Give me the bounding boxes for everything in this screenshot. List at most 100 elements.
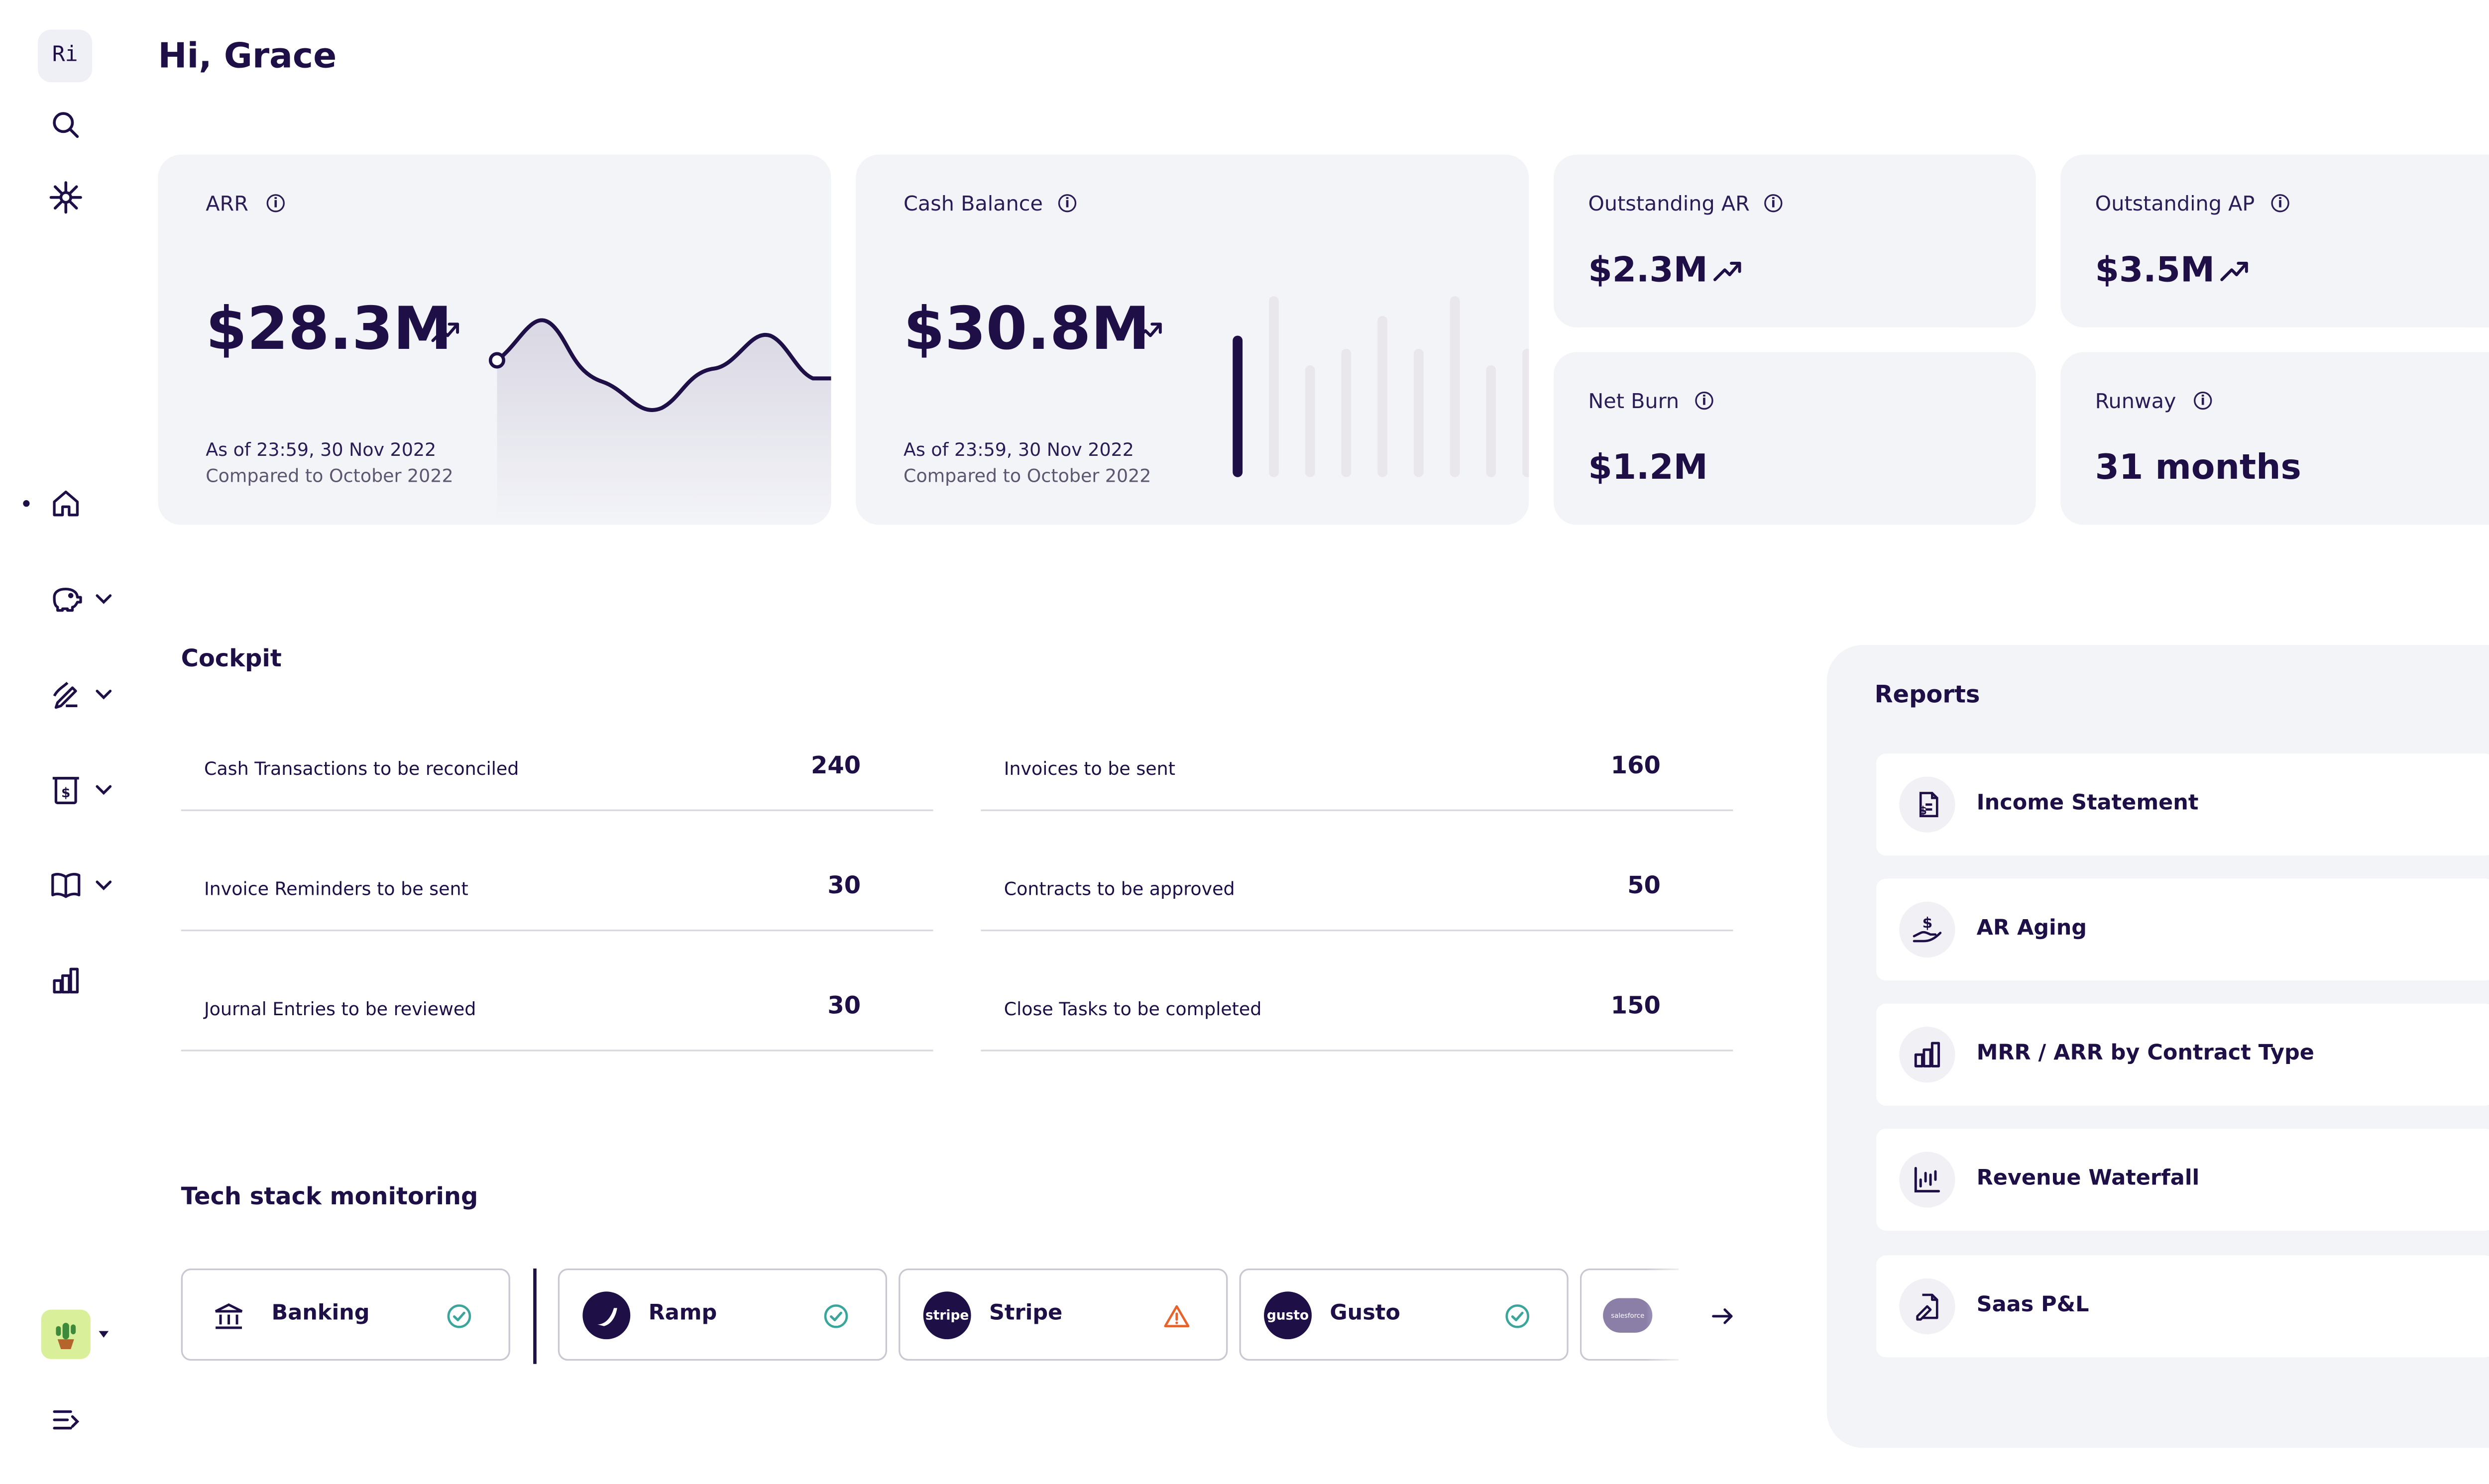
document-dollar-icon: $ xyxy=(1899,776,1955,833)
report-revenue-waterfall[interactable]: Revenue Waterfall xyxy=(1876,1128,2489,1231)
report-label: Revenue Waterfall xyxy=(1976,1166,2200,1191)
page-title: Hi, Grace xyxy=(158,36,337,76)
app-logo[interactable]: Ri xyxy=(38,29,93,83)
outstanding-ap-card[interactable]: Outstanding AP i $3.5M xyxy=(2060,154,2489,327)
runway-label: Runway xyxy=(2095,388,2176,413)
svg-text:$: $ xyxy=(1923,915,1933,932)
cockpit-item-value: 160 xyxy=(1610,753,1661,780)
report-label: AR Aging xyxy=(1976,916,2087,942)
report-label: Saas P&L xyxy=(1976,1293,2089,1318)
cockpit-item-value: 240 xyxy=(810,753,861,780)
workspace-avatar[interactable] xyxy=(41,1309,91,1359)
arr-sparkline xyxy=(488,318,831,525)
bank-icon xyxy=(215,1303,243,1329)
trend-up-icon xyxy=(2220,262,2248,282)
outstanding-ar-label: Outstanding AR xyxy=(1588,191,1750,216)
cockpit-item-label[interactable]: Invoices to be sent xyxy=(1004,758,1175,780)
bar-chart-icon[interactable] xyxy=(46,961,86,1000)
caret-down-icon[interactable] xyxy=(96,1326,112,1343)
cockpit-item-label[interactable]: Contracts to be approved xyxy=(1004,878,1235,900)
arr-value: $28.3M xyxy=(206,296,453,364)
cash-balance-label: Cash Balance xyxy=(904,191,1043,216)
receipt-icon[interactable]: $ xyxy=(46,770,86,809)
chevron-down-icon[interactable] xyxy=(92,587,115,610)
info-icon[interactable]: i xyxy=(266,194,285,212)
piggy-bank-icon[interactable] xyxy=(46,579,86,619)
net-burn-value: $1.2M xyxy=(1588,447,1708,487)
arr-as-of: As of 23:59, 30 Nov 2022 xyxy=(206,439,437,461)
chevron-down-icon[interactable] xyxy=(92,683,115,706)
trend-up-icon xyxy=(1713,262,1741,282)
tech-item-label: Gusto xyxy=(1330,1301,1400,1326)
cash-balance-as-of: As of 23:59, 30 Nov 2022 xyxy=(904,439,1134,461)
cockpit-item-label[interactable]: Invoice Reminders to be sent xyxy=(204,878,468,900)
check-circle-icon xyxy=(824,1304,848,1328)
waterfall-chart-icon xyxy=(1899,1152,1955,1208)
ramp-logo-icon xyxy=(582,1291,631,1340)
tech-item-label: Ramp xyxy=(648,1301,717,1326)
cockpit-item-value: 30 xyxy=(827,873,861,900)
reports-title: Reports xyxy=(1874,683,1980,709)
signature-icon[interactable] xyxy=(46,675,86,714)
home-icon[interactable] xyxy=(46,484,86,523)
tech-fade xyxy=(1646,1267,1692,1366)
active-indicator-dot xyxy=(23,500,30,507)
svg-text:$: $ xyxy=(1919,805,1927,818)
report-label: Income Statement xyxy=(1976,791,2199,816)
cockpit-item-label[interactable]: Close Tasks to be completed xyxy=(1004,998,1262,1020)
arr-label: ARR xyxy=(206,191,248,216)
runway-value: 31 months xyxy=(2095,447,2301,487)
outstanding-ar-card[interactable]: Outstanding AR i $2.3M xyxy=(1553,154,2036,327)
divider xyxy=(981,1050,1733,1052)
check-circle-icon xyxy=(1505,1304,1530,1328)
tech-item-stripe[interactable]: stripe Stripe xyxy=(899,1269,1228,1361)
cash-balance-compared: Compared to October 2022 xyxy=(904,465,1151,487)
chevron-down-icon[interactable] xyxy=(92,778,115,801)
tech-item-banking[interactable]: Banking xyxy=(181,1269,510,1361)
report-income-statement[interactable]: $ Income Statement xyxy=(1876,753,2489,856)
cockpit-item-value: 150 xyxy=(1610,993,1661,1020)
check-circle-icon xyxy=(447,1304,471,1328)
cockpit-item-label[interactable]: Cash Transactions to be reconciled xyxy=(204,758,519,780)
divider xyxy=(181,929,933,932)
tech-item-gusto[interactable]: gusto Gusto xyxy=(1239,1269,1569,1361)
outstanding-ap-value: $3.5M xyxy=(2095,250,2215,290)
cash-balance-value: $30.8M xyxy=(904,296,1150,364)
chevron-down-icon[interactable] xyxy=(92,874,115,897)
arr-card[interactable]: ARR i $28.3M As of 23:59, 30 Nov 2022 Co… xyxy=(158,154,831,525)
outstanding-ar-value: $2.3M xyxy=(1588,250,1708,290)
info-icon[interactable]: i xyxy=(1695,391,1713,410)
tech-item-label: Stripe xyxy=(989,1301,1063,1326)
arr-compared: Compared to October 2022 xyxy=(206,465,453,487)
collapse-menu-icon[interactable] xyxy=(46,1400,86,1439)
snowflake-icon[interactable] xyxy=(46,178,86,217)
warning-triangle-icon xyxy=(1164,1305,1190,1328)
runway-card[interactable]: Runway i 31 months xyxy=(2060,352,2489,525)
report-saas-pl[interactable]: Saas P&L xyxy=(1876,1255,2489,1358)
book-icon[interactable] xyxy=(46,865,86,905)
report-mrr-arr-by-contract-type[interactable]: MRR / ARR by Contract Type xyxy=(1876,1003,2489,1106)
cash-balance-card[interactable]: Cash Balance i $30.8M As of 23:59, 30 No… xyxy=(856,154,1529,525)
net-burn-card[interactable]: Net Burn i $1.2M xyxy=(1553,352,2036,525)
info-icon[interactable]: i xyxy=(1764,194,1783,212)
divider xyxy=(181,809,933,811)
trend-up-icon xyxy=(431,322,459,342)
salesforce-logo-icon: salesforce xyxy=(1603,1298,1653,1333)
arrow-right-icon[interactable] xyxy=(1710,1303,1736,1329)
info-icon[interactable]: i xyxy=(2271,194,2289,212)
bar-chart-icon xyxy=(1899,1027,1955,1083)
divider xyxy=(181,1050,933,1052)
search-icon[interactable] xyxy=(46,106,86,145)
cockpit-item-label[interactable]: Journal Entries to be reviewed xyxy=(204,998,476,1020)
hand-dollar-icon: $ xyxy=(1899,901,1955,958)
tech-item-ramp[interactable]: Ramp xyxy=(558,1269,887,1361)
cockpit-item-value: 50 xyxy=(1627,873,1661,900)
info-icon[interactable]: i xyxy=(1058,194,1077,212)
document-sign-icon xyxy=(1899,1278,1955,1335)
report-ar-aging[interactable]: $ AR Aging xyxy=(1876,878,2489,981)
net-burn-label: Net Burn xyxy=(1588,388,1680,413)
scroll-divider xyxy=(533,1269,537,1364)
cockpit-item-value: 30 xyxy=(827,993,861,1020)
tech-stack-title: Tech stack monitoring xyxy=(181,1184,478,1211)
info-icon[interactable]: i xyxy=(2194,391,2212,410)
